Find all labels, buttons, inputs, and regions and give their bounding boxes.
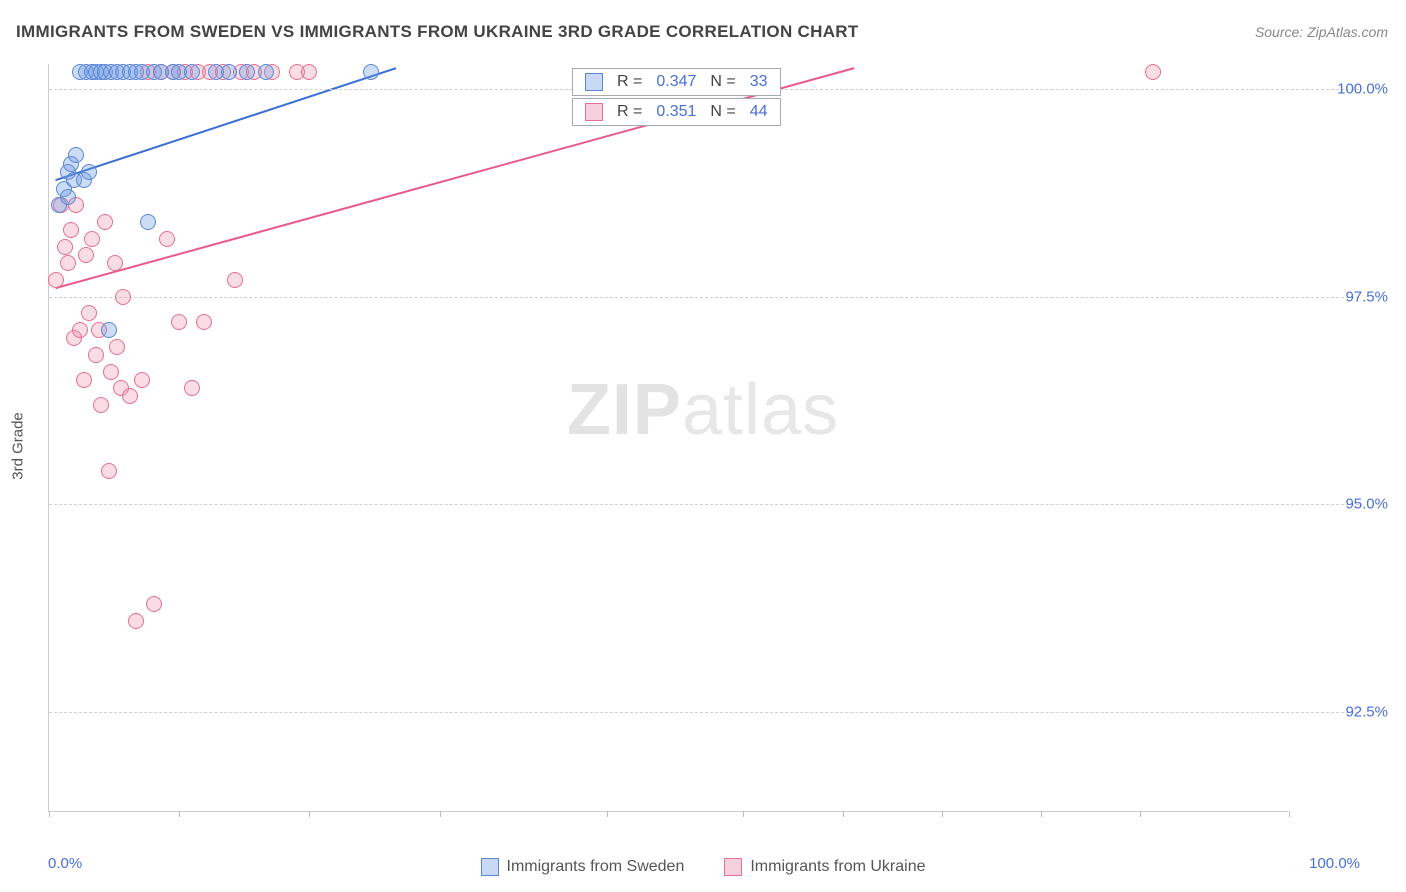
y-axis-label: 3rd Grade [10,412,27,480]
plot-area [48,64,1288,812]
scatter-point [81,164,97,180]
n-value: 33 [750,73,768,91]
r-value: 0.347 [656,73,696,91]
x-tick [309,811,310,817]
r-label: R = [617,73,642,91]
r-label: R = [617,103,642,121]
scatter-point [72,322,88,338]
scatter-point [81,305,97,321]
scatter-point [171,314,187,330]
scatter-point [115,289,131,305]
scatter-point [63,222,79,238]
y-tick-label: 95.0% [1345,496,1388,513]
scatter-point [60,255,76,271]
scatter-point [196,314,212,330]
legend-item: Immigrants from Sweden [481,858,685,876]
scatter-point [101,463,117,479]
scatter-point [146,596,162,612]
regression-lines-layer [49,64,1288,811]
legend-swatch [585,103,603,121]
n-value: 44 [750,103,768,121]
x-tick [1041,811,1042,817]
r-value: 0.351 [656,103,696,121]
stats-box: R = 0.351 N = 44 [572,98,781,126]
x-tick [607,811,608,817]
scatter-point [221,64,237,80]
scatter-point [48,272,64,288]
scatter-point [159,231,175,247]
scatter-point [109,339,125,355]
scatter-point [227,272,243,288]
bottom-legend: Immigrants from Sweden Immigrants from Uk… [0,858,1406,876]
scatter-point [103,364,119,380]
y-tick-label: 97.5% [1345,288,1388,305]
scatter-point [134,372,150,388]
x-tick [743,811,744,817]
scatter-point [78,247,94,263]
scatter-point [93,397,109,413]
x-tick [440,811,441,817]
x-tick [942,811,943,817]
chart-title: IMMIGRANTS FROM SWEDEN VS IMMIGRANTS FRO… [16,22,859,42]
scatter-point [84,231,100,247]
stats-box: R = 0.347 N = 33 [572,68,781,96]
scatter-point [76,372,92,388]
scatter-point [140,214,156,230]
regression-line [56,68,397,180]
n-label: N = [710,103,735,121]
scatter-point [122,388,138,404]
x-tick [49,811,50,817]
scatter-point [301,64,317,80]
x-tick [843,811,844,817]
x-tick [1289,811,1290,817]
scatter-point [107,255,123,271]
source-attribution: Source: ZipAtlas.com [1255,24,1388,40]
scatter-point [60,189,76,205]
scatter-point [101,322,117,338]
legend-item: Immigrants from Ukraine [724,858,925,876]
scatter-point [68,147,84,163]
x-max-label: 100.0% [1309,855,1360,872]
scatter-point [57,239,73,255]
x-tick [179,811,180,817]
scatter-point [184,380,200,396]
scatter-point [363,64,379,80]
y-tick-label: 100.0% [1337,80,1388,97]
gridline [49,297,1359,298]
legend-swatch [585,73,603,91]
gridline [49,504,1359,505]
x-tick [1140,811,1141,817]
n-label: N = [710,73,735,91]
scatter-point [88,347,104,363]
legend-label: Immigrants from Ukraine [750,858,925,876]
correlation-chart: IMMIGRANTS FROM SWEDEN VS IMMIGRANTS FRO… [0,0,1406,892]
legend-label: Immigrants from Sweden [507,858,685,876]
scatter-point [1145,64,1161,80]
scatter-point [239,64,255,80]
legend-swatch [724,858,742,876]
y-tick-label: 92.5% [1345,704,1388,721]
gridline [49,712,1359,713]
scatter-point [258,64,274,80]
scatter-point [97,214,113,230]
x-min-label: 0.0% [48,855,82,872]
scatter-point [184,64,200,80]
legend-swatch [481,858,499,876]
scatter-point [128,613,144,629]
